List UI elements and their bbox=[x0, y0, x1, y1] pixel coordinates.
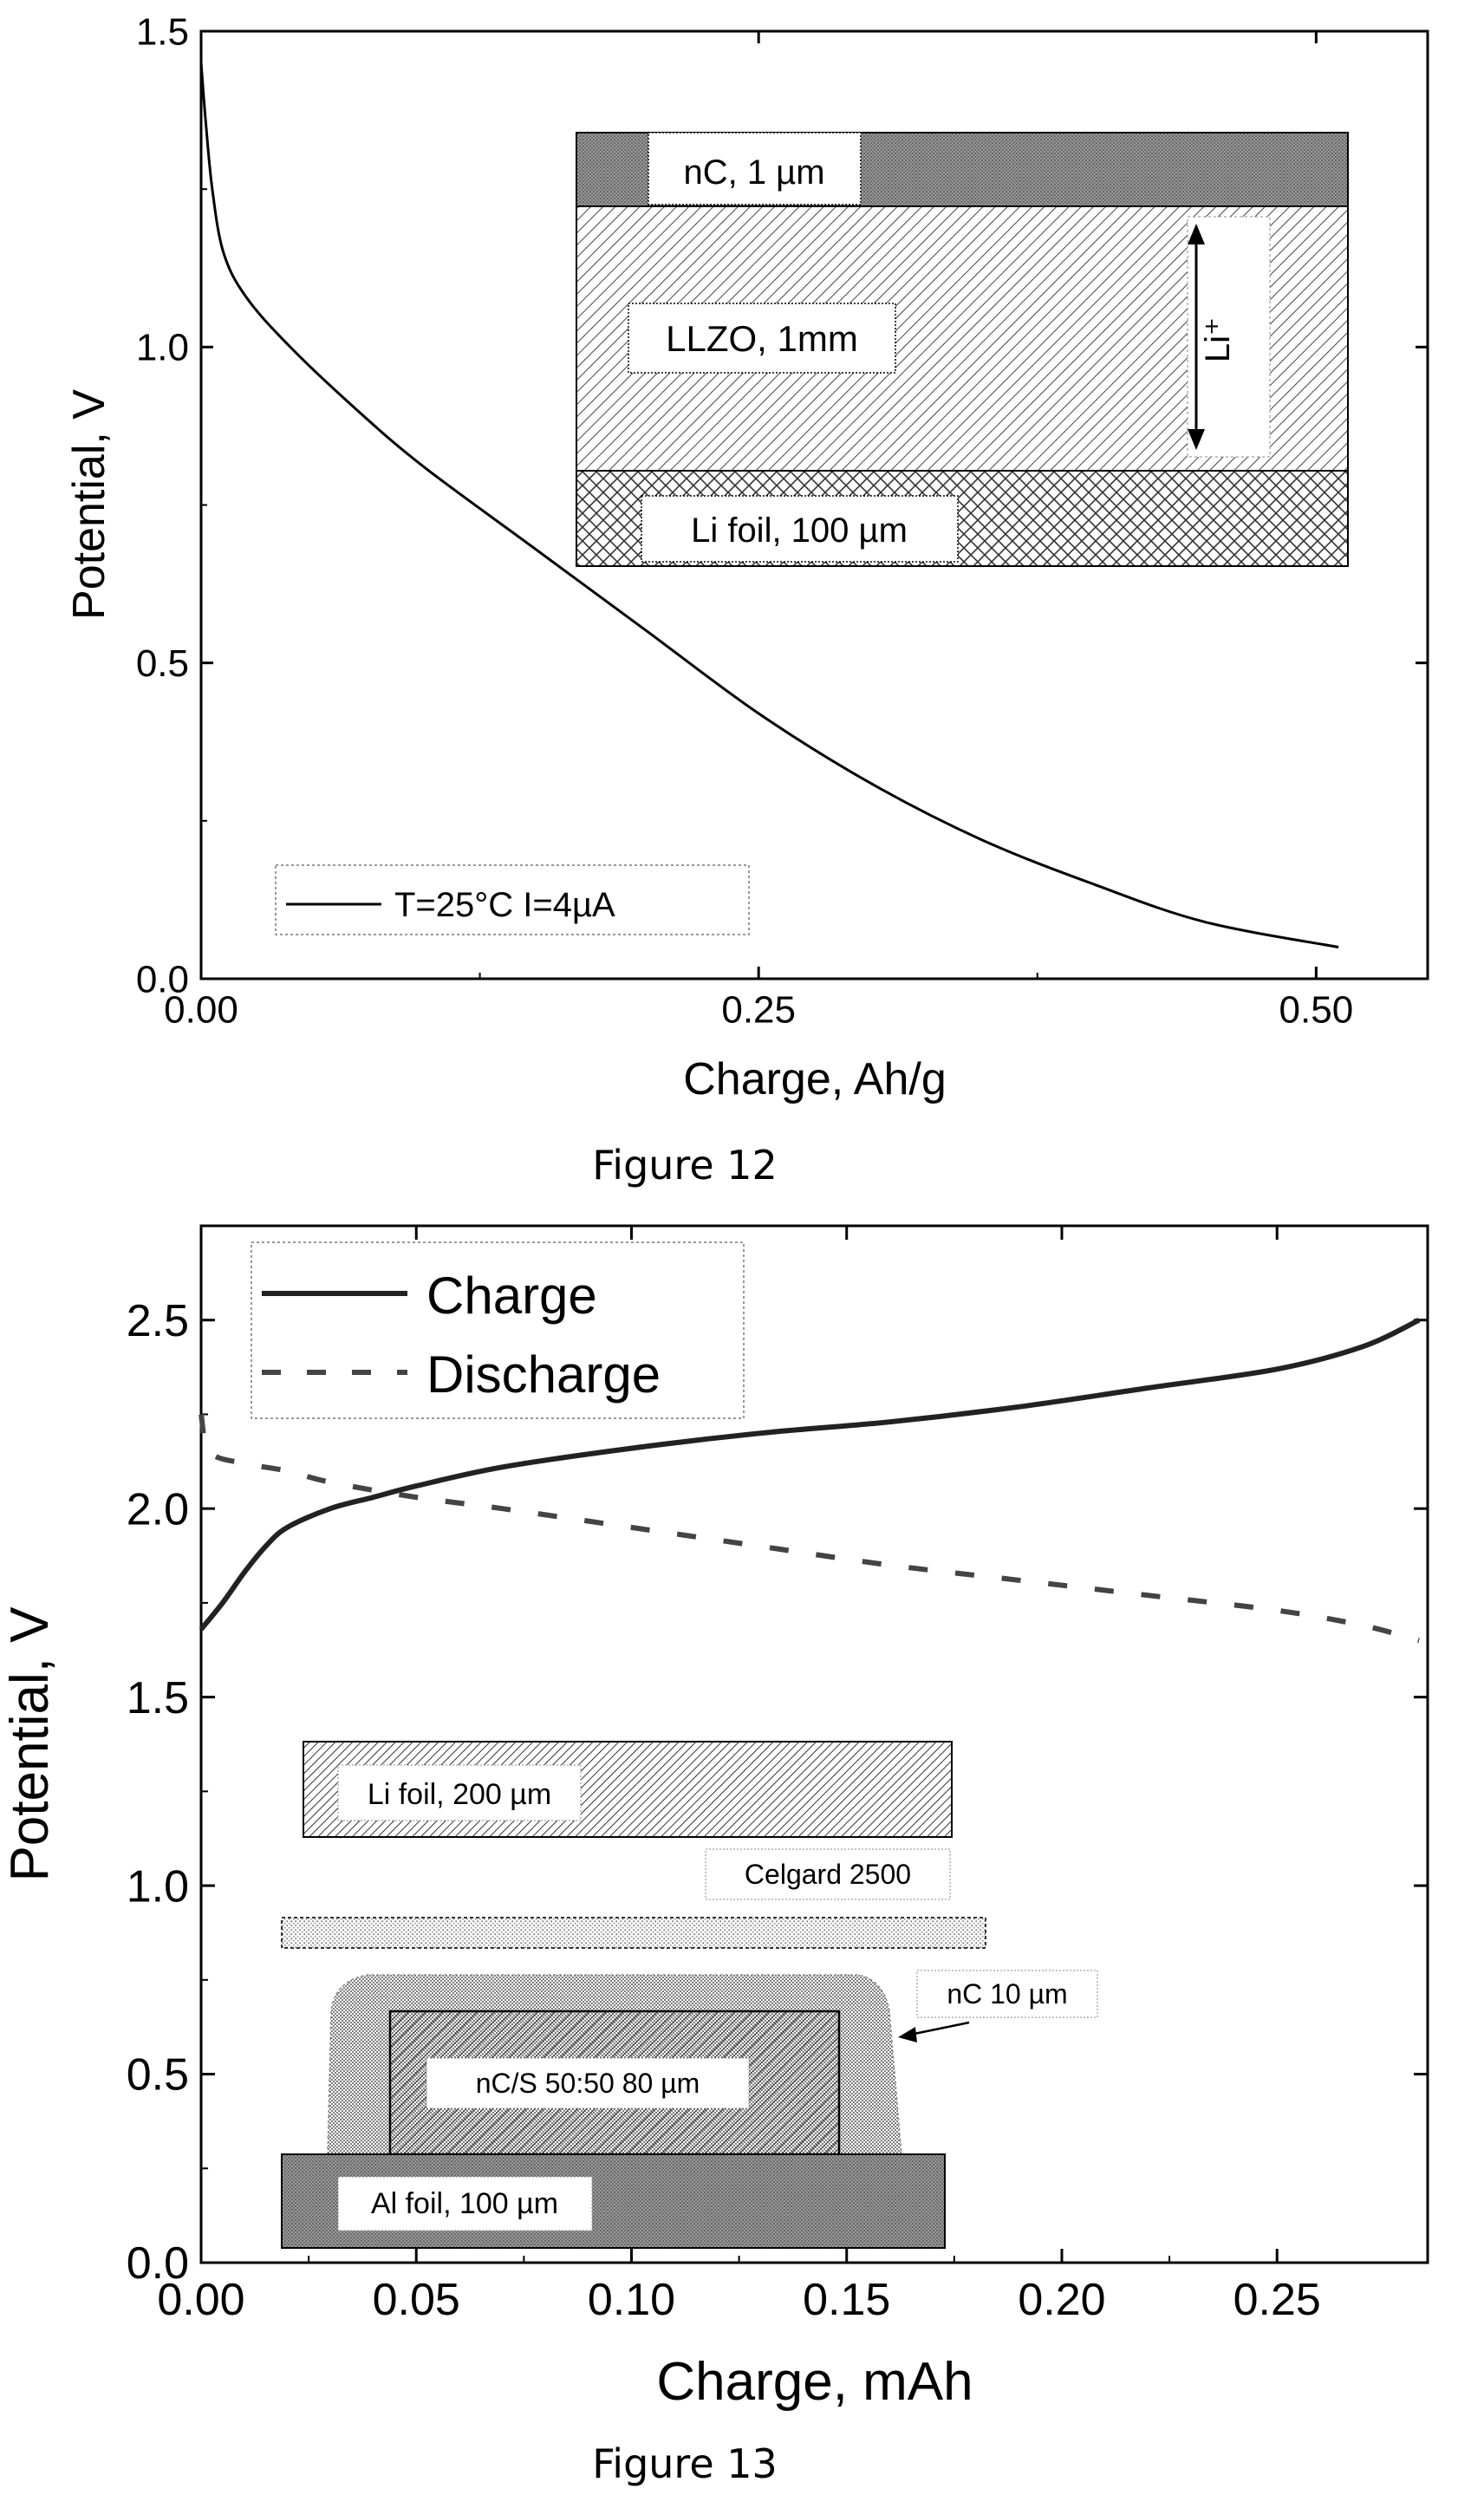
legend-box bbox=[275, 864, 750, 935]
y-axis-ticks: 0.0 0.5 1.0 1.5 2.0 2.5 bbox=[127, 1296, 1428, 2289]
inset-label-nc-s: nC/S 50:50 80 µm bbox=[476, 2068, 700, 2099]
y-tick-label: 0.5 bbox=[136, 642, 189, 685]
x-axis-title: Charge, Ah/g bbox=[683, 1054, 947, 1104]
y-tick-label: 0.5 bbox=[127, 2050, 189, 2101]
x-axis-ticks: 0.00 0.05 0.10 0.15 0.20 0.25 bbox=[157, 1226, 1321, 2325]
inset-label-celgard: Celgard 2500 bbox=[745, 1859, 911, 1890]
x-tick-label: 0.05 bbox=[373, 2275, 460, 2325]
inset-label-box bbox=[648, 132, 862, 205]
x-tick-label: 0.00 bbox=[164, 989, 238, 1032]
y-tick-label: 2.5 bbox=[127, 1296, 189, 1346]
pointer-arrow-icon bbox=[905, 2021, 970, 2037]
x-tick-label: 0.00 bbox=[157, 2275, 244, 2325]
y-tick-label: 2.0 bbox=[127, 1484, 189, 1534]
inset-label-box bbox=[628, 303, 896, 374]
x-tick-label: 0.25 bbox=[1233, 2275, 1321, 2325]
inset-label-li-foil: Li foil, 100 µm bbox=[691, 511, 908, 550]
y-tick-label: 1.0 bbox=[127, 1861, 189, 1912]
inset-label-box bbox=[641, 495, 959, 563]
figure-caption: Figure 12 bbox=[592, 1142, 778, 1189]
arrow-left-icon bbox=[898, 2027, 917, 2042]
y-axis-title: Potential, V bbox=[0, 1606, 60, 1882]
y-axis-ticks: 0.0 0.5 1.0 1.5 bbox=[136, 10, 1428, 1000]
legend-box bbox=[251, 1241, 745, 1419]
inset-cell-diagram: Li foil, 200 µm Celgard 2500 nC 10 µm nC… bbox=[281, 1741, 1098, 2249]
inset-label-nc: nC 10 µm bbox=[947, 1978, 1067, 2010]
inset-label-box bbox=[337, 2176, 593, 2231]
x-axis-ticks: 0.00 0.25 0.50 bbox=[164, 31, 1353, 1032]
y-tick-label: 0.0 bbox=[127, 2238, 189, 2289]
inset-label-box bbox=[337, 1764, 582, 1821]
arrow-up-icon bbox=[1188, 224, 1205, 244]
inset-ion-box bbox=[1187, 216, 1271, 458]
inset-label-nc: nC, 1 µm bbox=[683, 153, 824, 192]
inset-label-li-foil: Li foil, 200 µm bbox=[368, 1778, 551, 1811]
x-tick-label: 0.15 bbox=[803, 2275, 890, 2325]
plot-frame bbox=[199, 1224, 1429, 2264]
x-tick-label: 0.10 bbox=[588, 2275, 675, 2325]
x-tick-label: 0.50 bbox=[1279, 989, 1354, 1032]
legend: T=25°C I=4µA bbox=[275, 864, 750, 935]
legend-label-discharge: Discharge bbox=[426, 1345, 661, 1404]
inset-label-al-foil: Al foil, 100 µm bbox=[371, 2187, 558, 2220]
legend: Charge Discharge bbox=[251, 1241, 745, 1419]
figure-caption: Figure 13 bbox=[592, 2440, 778, 2487]
y-tick-label: 1.5 bbox=[127, 1673, 189, 1723]
y-tick-label: 1.5 bbox=[136, 10, 189, 53]
x-tick-label: 0.25 bbox=[721, 989, 796, 1032]
series-line-discharge bbox=[199, 1413, 1420, 1644]
series-line-t25 bbox=[199, 62, 1339, 949]
y-axis-title: Potential, V bbox=[64, 389, 114, 620]
inset-cell-diagram: nC, 1 µm LLZO, 1mm Li⁺ Li foil, 100 µm bbox=[576, 132, 1349, 567]
inset-label-box bbox=[705, 1848, 951, 1900]
figure-13-chart: 0.00.51.01.52.02.5 0.00 0.05 0.10 0.15 0.20 0… bbox=[0, 1224, 1429, 2487]
inset-label-llzo: LLZO, 1mm bbox=[666, 318, 858, 359]
x-tick-label: 0.20 bbox=[1018, 2275, 1105, 2325]
arrow-down-icon bbox=[1188, 429, 1205, 450]
inset-label-box bbox=[426, 2057, 750, 2109]
legend-label: T=25°C I=4µA bbox=[394, 886, 615, 924]
legend-label-charge: Charge bbox=[426, 1267, 597, 1325]
series-line-charge bbox=[199, 1317, 1421, 1632]
x-axis-title: Charge, mAh bbox=[656, 2352, 973, 2412]
inset-layer-celgard bbox=[281, 1917, 986, 1949]
y-tick-label: 1.0 bbox=[136, 327, 189, 369]
figure-12-chart: 0.0 0.5 1.0 1.5 0.00 0.25 0.50 nC, 1 µm LLZO,… bbox=[64, 10, 1429, 1189]
inset-label-ion: Li⁺ bbox=[1199, 317, 1237, 362]
inset-label-box bbox=[916, 1970, 1098, 2018]
y-tick-label: 0.0 bbox=[136, 958, 189, 1000]
